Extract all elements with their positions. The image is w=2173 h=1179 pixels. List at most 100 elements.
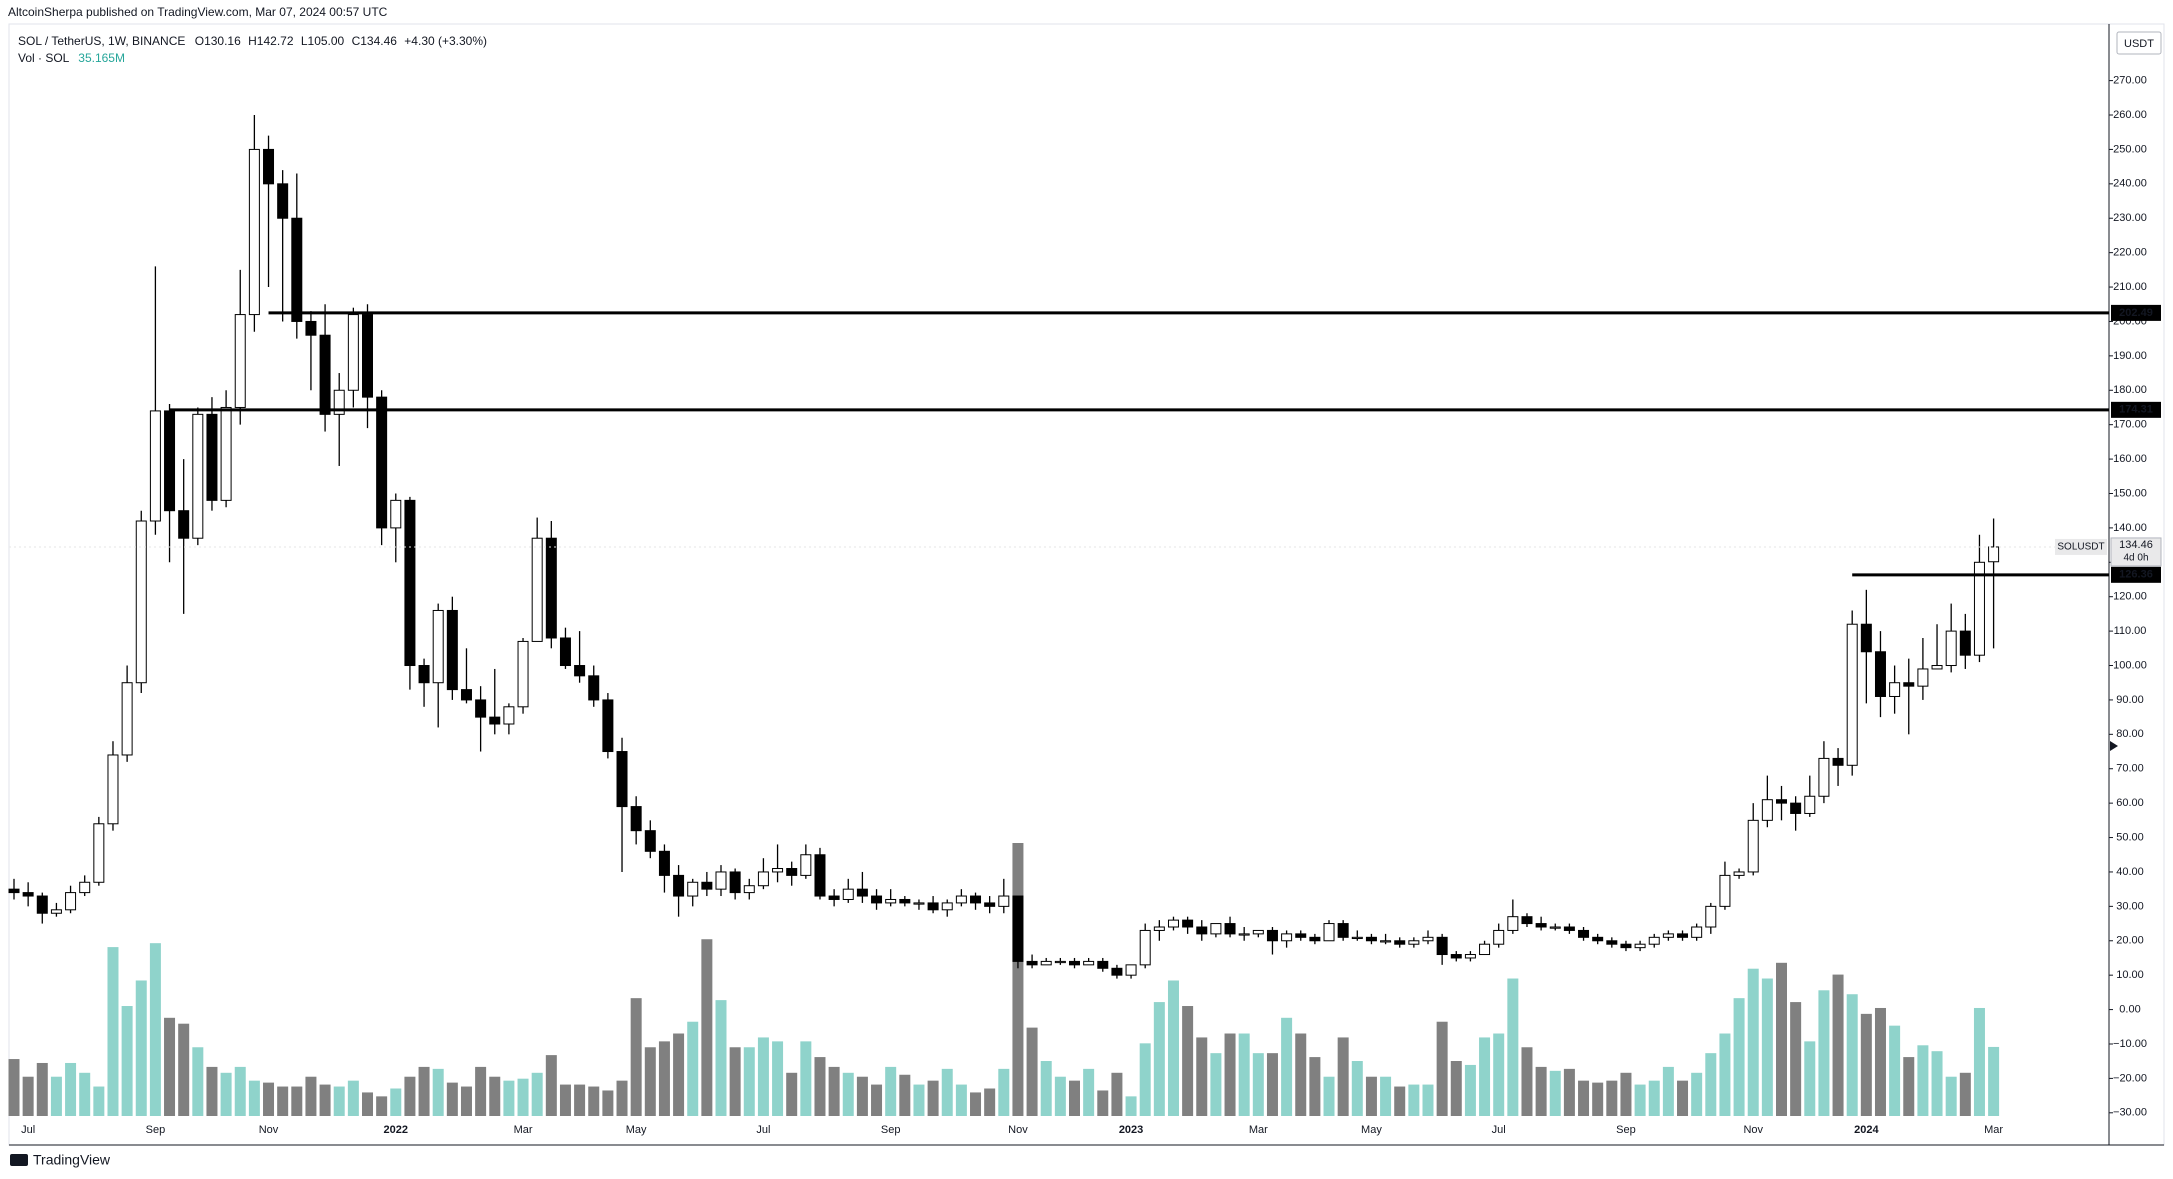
candle-body [460, 689, 472, 701]
candle-body [503, 706, 515, 725]
volume-bar [1464, 1064, 1476, 1116]
level-label-box [2111, 566, 2161, 583]
y-tick-label: 140.00 [2113, 522, 2147, 534]
volume-bar [1069, 1080, 1080, 1116]
volume-bar [1351, 1061, 1363, 1116]
candle-body [1281, 933, 1293, 942]
volume-bar [1436, 1021, 1448, 1116]
volume-bar [1931, 1051, 1943, 1116]
volume-bar [1747, 968, 1759, 1116]
volume-bar [164, 1017, 176, 1116]
volume-bar [871, 1084, 883, 1116]
volume-bar [644, 1047, 656, 1116]
candle-body [984, 902, 996, 907]
volume-bar [984, 1088, 996, 1116]
volume-bar [1988, 1046, 2000, 1116]
volume-bar [998, 1068, 1010, 1116]
volume-bar [1973, 1007, 1985, 1116]
volume-bar [404, 1076, 416, 1116]
candle-body [1563, 926, 1575, 931]
y-tick-label: 190.00 [2113, 350, 2147, 362]
y-tick-label: 50.00 [2116, 831, 2144, 843]
candle-body [1719, 874, 1731, 907]
volume-bar [36, 1062, 48, 1116]
volume-bar [828, 1066, 840, 1116]
volume-bar [107, 947, 119, 1116]
volume-bar [814, 1057, 826, 1116]
y-tick-label: 100.00 [2113, 659, 2147, 671]
candle-body [899, 898, 911, 904]
volume-bar [192, 1047, 204, 1116]
volume-bar [1818, 990, 1830, 1116]
candle-body [1167, 919, 1179, 928]
y-tick-label: 70.00 [2116, 763, 2144, 775]
candle-body [757, 871, 769, 887]
volume-bar [1210, 1053, 1222, 1116]
y-tick-label: 40.00 [2116, 866, 2144, 878]
volume-bar [701, 939, 713, 1116]
y-tick-label: 260.00 [2113, 109, 2147, 121]
volume-bar [1097, 1090, 1109, 1116]
level-label-box [2111, 401, 2161, 418]
candle-body [1309, 936, 1321, 942]
volume-bar [559, 1084, 571, 1116]
candle-body [65, 892, 77, 911]
candle-body [1634, 943, 1646, 949]
volume-bar [277, 1086, 289, 1116]
volume-bar [842, 1072, 854, 1116]
volume-bar [602, 1090, 614, 1116]
candle-body [701, 881, 713, 890]
candle-body [1691, 926, 1703, 938]
volume-bar [22, 1076, 34, 1116]
x-tick-label: 2024 [1854, 1124, 1879, 1136]
candle-body [1931, 665, 1943, 670]
countdown: 4d 0h [2123, 553, 2148, 564]
x-tick-label: May [1361, 1124, 1382, 1136]
candle-body [277, 183, 289, 219]
volume-bar [786, 1072, 798, 1116]
candle-body [1860, 623, 1872, 653]
volume-bar [206, 1066, 218, 1116]
candle-body [121, 682, 133, 756]
candle-body [1266, 929, 1278, 942]
candle-body [729, 871, 741, 894]
candle-body [1196, 926, 1208, 935]
candle-body [206, 413, 218, 501]
currency-box[interactable] [2116, 31, 2162, 55]
volume-bar [149, 943, 161, 1116]
volume-bar [885, 1066, 897, 1116]
candle-body [941, 902, 953, 911]
volume-bar [418, 1066, 430, 1116]
y-tick-label: 30.00 [2116, 900, 2144, 912]
candle-body [814, 854, 826, 897]
candle-body [390, 499, 402, 529]
low: L105.00 [301, 34, 345, 48]
candle-body [1479, 943, 1491, 956]
volume-bar [1945, 1076, 1957, 1116]
candle-body [1224, 923, 1236, 935]
candle-body [856, 888, 868, 897]
volume-bar [1450, 1061, 1462, 1116]
y-tick-label: 210.00 [2113, 281, 2147, 293]
candle-body [1945, 630, 1957, 667]
volume-bar [79, 1072, 91, 1116]
change: +4.30 (+3.30%) [404, 34, 487, 48]
candle-body [93, 823, 105, 883]
candle-body [1592, 936, 1604, 942]
candle-body [1705, 905, 1717, 928]
volume-bar [291, 1086, 303, 1116]
volume-bar [616, 1080, 628, 1116]
x-tick-label: Mar [1984, 1124, 2003, 1136]
candle-body [1648, 936, 1660, 945]
candle-body [1846, 623, 1858, 766]
volume-bar [1309, 1057, 1321, 1116]
candle-body [1818, 757, 1830, 797]
candle-body [531, 537, 543, 642]
volume-bar [1860, 1013, 1872, 1116]
volume-bar [1677, 1080, 1689, 1116]
candle-body [885, 898, 897, 904]
volume-legend: Vol · SOL 35.165M [18, 51, 125, 65]
candle-body [559, 637, 571, 667]
candle-body [36, 895, 48, 914]
